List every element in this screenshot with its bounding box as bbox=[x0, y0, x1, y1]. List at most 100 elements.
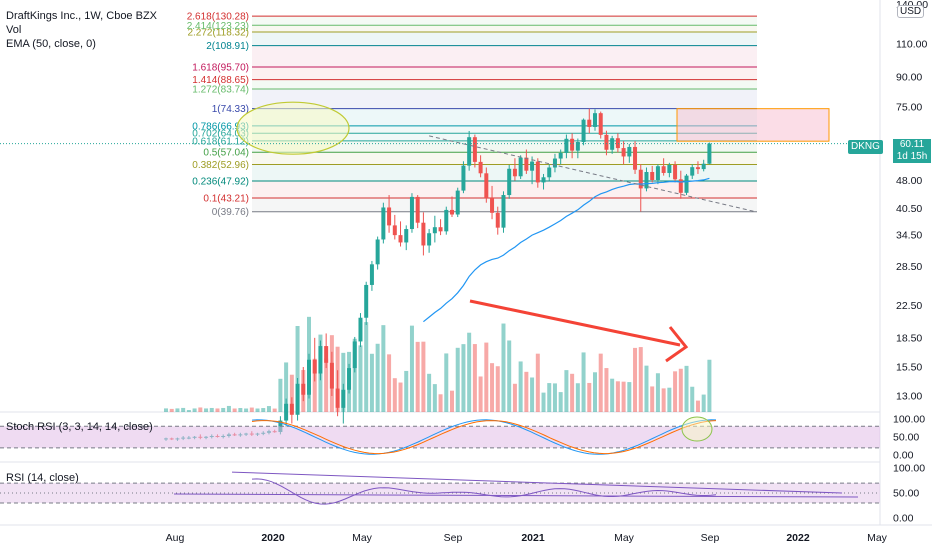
volume-bar bbox=[455, 347, 460, 412]
volume-bar bbox=[255, 408, 260, 412]
volume-bar bbox=[266, 406, 271, 412]
candle-body bbox=[587, 119, 592, 127]
volume-bar bbox=[427, 373, 432, 412]
volume-bar bbox=[478, 376, 483, 412]
fib-zone bbox=[252, 25, 757, 32]
fib-zone bbox=[252, 31, 757, 46]
candle-body bbox=[535, 161, 540, 183]
stoch-tick-label: 50.00 bbox=[893, 432, 919, 444]
price-pane[interactable]: 0(39.76) 0.1(43.21) 0.236(47.92) 0.382(52.9… bbox=[0, 0, 932, 526]
volume-bar bbox=[484, 342, 489, 412]
fib-label-0: 0(39.76) bbox=[212, 207, 249, 218]
fib-label-2.618: 2.618(130.28) bbox=[187, 12, 249, 23]
candle-body bbox=[650, 171, 655, 181]
time-tick-label: 2021 bbox=[521, 532, 545, 544]
volume-bar bbox=[690, 386, 695, 412]
rsi-pane[interactable] bbox=[0, 471, 880, 505]
volume-bar bbox=[272, 408, 277, 412]
fib-label-0.5: 0.5(57.04) bbox=[203, 148, 249, 159]
volume-bar bbox=[215, 408, 220, 412]
volume-bar bbox=[633, 347, 638, 412]
volume-bar bbox=[249, 407, 254, 412]
volume-bar bbox=[684, 365, 689, 412]
price-tick-label: 22.50 bbox=[896, 300, 922, 312]
candle-body bbox=[404, 229, 409, 243]
fib-zone bbox=[252, 133, 757, 141]
candle-body bbox=[312, 359, 317, 374]
candle-body bbox=[352, 341, 357, 369]
volume-bar bbox=[644, 365, 649, 412]
candle-body bbox=[284, 403, 289, 421]
candle-body bbox=[415, 196, 420, 223]
fib-label-1.414: 1.414(88.65) bbox=[192, 75, 249, 86]
candle-body bbox=[530, 161, 535, 171]
volume-bar bbox=[244, 408, 249, 412]
volume-bar bbox=[587, 382, 592, 412]
symbol-title: DraftKings Inc., 1W, Cboe BZX bbox=[6, 10, 158, 22]
candle-body bbox=[427, 233, 432, 246]
candle-body bbox=[392, 225, 397, 236]
stoch-k-line bbox=[251, 419, 717, 455]
volume-bar bbox=[627, 382, 632, 412]
price-axis[interactable]: 140.00110.0090.0075.0048.0040.5034.5028.… bbox=[893, 0, 928, 525]
candle-body bbox=[684, 175, 689, 193]
candle-body bbox=[655, 166, 660, 181]
candle-body bbox=[318, 346, 323, 374]
volume-bar bbox=[501, 323, 506, 412]
price-tick-label: 40.50 bbox=[896, 203, 922, 215]
volume-bar bbox=[295, 325, 300, 412]
fib-zone bbox=[252, 125, 757, 134]
fib-label-1.618: 1.618(95.70) bbox=[192, 62, 249, 73]
volume-bar bbox=[398, 382, 403, 412]
candle-body bbox=[644, 171, 649, 189]
currency-badge[interactable]: USD bbox=[897, 5, 925, 18]
candle-body bbox=[472, 137, 477, 162]
rsi-legend: RSI (14, close) bbox=[6, 472, 79, 484]
volume-bar bbox=[610, 378, 615, 412]
volume-bar bbox=[615, 381, 620, 412]
bar-countdown: 1d 15h bbox=[896, 151, 928, 162]
fib-zone bbox=[252, 45, 757, 67]
volume-bar bbox=[650, 386, 655, 412]
ema-legend: EMA (50, close, 0) bbox=[6, 38, 96, 50]
candle-body bbox=[690, 167, 695, 176]
fib-zone bbox=[252, 79, 757, 89]
volume-bar bbox=[438, 394, 443, 412]
volume-bar bbox=[472, 344, 477, 412]
fib-zone bbox=[252, 88, 757, 109]
candle-body bbox=[461, 165, 466, 191]
volume-bar bbox=[541, 392, 546, 412]
candle-body bbox=[335, 388, 340, 408]
volume-bar bbox=[432, 384, 437, 412]
stoch-rsi-pane[interactable] bbox=[0, 416, 880, 455]
volume-bar bbox=[409, 325, 414, 412]
candle-body bbox=[564, 138, 569, 153]
volume-bar bbox=[209, 407, 214, 412]
time-axis[interactable]: Aug 2020 May Sep 2021 May Sep 2022 May bbox=[166, 532, 888, 544]
candle-body bbox=[695, 167, 700, 170]
candle-body bbox=[295, 383, 300, 415]
fib-label-2.414: 2.414(123.23) bbox=[187, 21, 249, 32]
volume-bar bbox=[673, 371, 678, 412]
volume-bar bbox=[655, 373, 660, 412]
rsi-tick-label: 0.00 bbox=[893, 513, 914, 525]
volume-bar bbox=[421, 341, 426, 412]
candle-body bbox=[707, 143, 712, 164]
fib-label-1.272: 1.272(83.74) bbox=[192, 84, 249, 95]
candle-body bbox=[615, 138, 620, 149]
candle-body bbox=[387, 207, 392, 226]
volume-bar bbox=[261, 408, 266, 412]
candle-body bbox=[421, 222, 426, 246]
candle-body bbox=[547, 167, 552, 178]
candle-body bbox=[289, 403, 294, 415]
volume-bar bbox=[198, 407, 203, 412]
volume-bar bbox=[387, 354, 392, 412]
volume-bar bbox=[552, 383, 557, 412]
volume-legend: Vol bbox=[6, 24, 22, 36]
volume-bar bbox=[512, 383, 517, 412]
price-tick-label: 15.50 bbox=[896, 362, 922, 374]
candle-body bbox=[541, 177, 546, 183]
volume-bar bbox=[707, 359, 712, 412]
time-tick-label: Aug bbox=[166, 532, 185, 544]
